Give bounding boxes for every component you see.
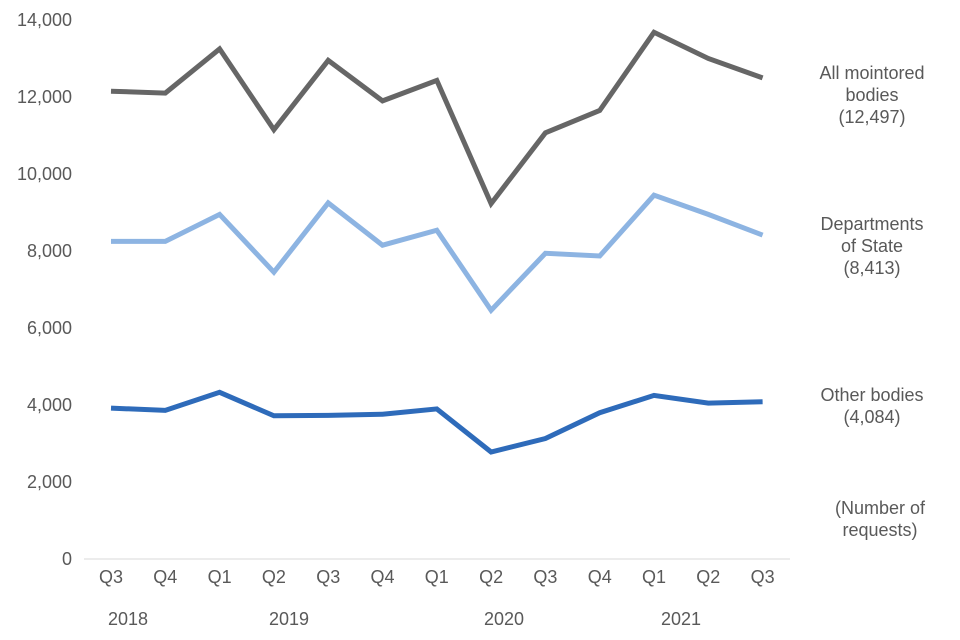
y-tick-label: 10,000 [17, 164, 72, 184]
x-tick-label: Q3 [99, 567, 123, 587]
series-line [111, 192, 764, 315]
x-axis: Q3 Q4 Q1 Q2 Q3 Q4 Q1 Q2 Q3 Q4 Q1 Q2 Q3 [99, 567, 775, 587]
year-label: 2018 [108, 609, 148, 629]
x-tick-label: Q3 [751, 567, 775, 587]
y-axis: 0 2,000 4,000 6,000 8,000 10,000 12,000 14,000 [17, 10, 72, 569]
x-tick-label: Q2 [262, 567, 286, 587]
x-tick-label: Q4 [153, 567, 177, 587]
x-tick-label: Q4 [370, 567, 394, 587]
series-label-line: bodies [845, 85, 898, 105]
y-tick-label: 2,000 [27, 472, 72, 492]
y-tick-label: 6,000 [27, 318, 72, 338]
series-lines [110, 29, 764, 455]
series-line [110, 29, 764, 209]
x-tick-label: Q2 [479, 567, 503, 587]
x-tick-label: Q3 [533, 567, 557, 587]
y-tick-label: 0 [62, 549, 72, 569]
series-label-line: (4,084) [843, 407, 900, 427]
year-label: 2021 [661, 609, 701, 629]
x-tick-label: Q1 [208, 567, 232, 587]
y-tick-label: 14,000 [17, 10, 72, 30]
series-label-line: All mointored [819, 63, 924, 83]
y-tick-label: 12,000 [17, 87, 72, 107]
x-tick-label: Q1 [642, 567, 666, 587]
series-label-line: Departments [820, 214, 923, 234]
series-label-line: of State [841, 236, 903, 256]
x-tick-label: Q1 [425, 567, 449, 587]
unit-note-line: requests) [842, 520, 917, 540]
y-tick-label: 4,000 [27, 395, 72, 415]
series-label-line: (12,497) [838, 107, 905, 127]
year-labels: 2018 2019 2020 2021 [108, 609, 701, 629]
year-label: 2020 [484, 609, 524, 629]
series-line [110, 389, 763, 455]
year-label: 2019 [269, 609, 309, 629]
y-tick-label: 8,000 [27, 241, 72, 261]
series-label-line: (8,413) [843, 258, 900, 278]
series-label-line: Other bodies [820, 385, 923, 405]
unit-note-line: (Number of [835, 498, 926, 518]
x-tick-label: Q4 [588, 567, 612, 587]
x-tick-label: Q2 [696, 567, 720, 587]
x-tick-label: Q3 [316, 567, 340, 587]
